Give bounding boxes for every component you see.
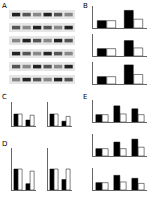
svg-text:A: A (2, 2, 7, 10)
svg-text:B: B (83, 2, 88, 10)
svg-text:D: D (2, 140, 7, 148)
svg-text:E: E (83, 93, 87, 101)
svg-text:C: C (2, 93, 7, 101)
